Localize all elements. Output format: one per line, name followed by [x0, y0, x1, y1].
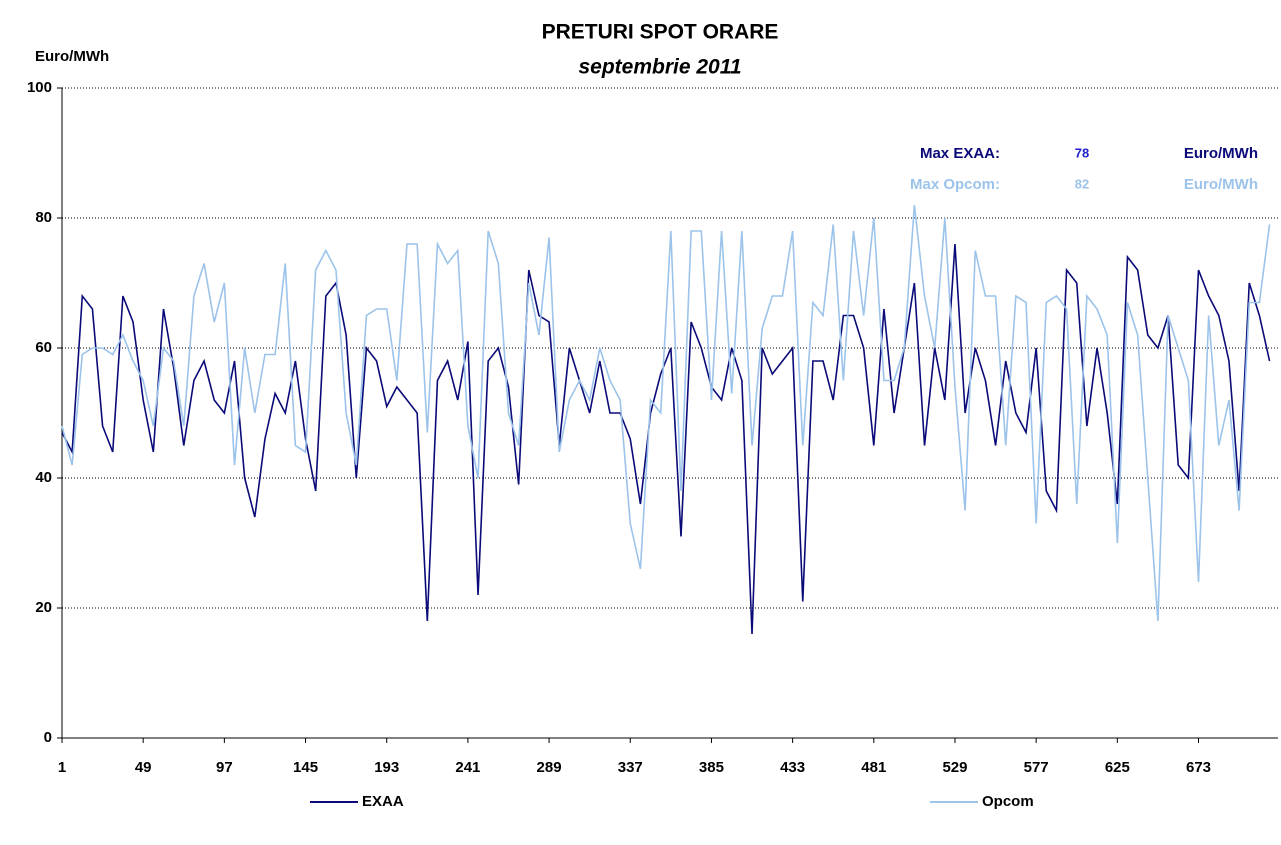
- y-tick-label: 80: [35, 209, 52, 226]
- x-tick-label: 385: [699, 759, 724, 776]
- y-tick-label: 40: [35, 469, 52, 486]
- x-tick-label: 577: [1024, 759, 1049, 776]
- y-tick-label: 60: [35, 339, 52, 356]
- series-line: [61, 243, 1271, 635]
- x-tick-label: 337: [618, 759, 643, 776]
- annotation-unit: Euro/MWh: [1184, 145, 1258, 162]
- annotation-label: Max Opcom:: [910, 176, 1000, 193]
- x-tick-label: 481: [861, 759, 886, 776]
- chart-subtitle: septembrie 2011: [578, 56, 741, 79]
- legend-label: EXAA: [362, 793, 404, 810]
- annotation-unit: Euro/MWh: [1184, 176, 1258, 193]
- x-tick-label: 529: [942, 759, 967, 776]
- series-line: [61, 204, 1271, 622]
- legend-label: Opcom: [982, 793, 1034, 810]
- x-tick-label: 145: [293, 759, 318, 776]
- annotation-value: 78: [1075, 145, 1089, 160]
- x-tick-label: 49: [135, 759, 152, 776]
- y-axis-label: Euro/MWh: [35, 48, 109, 65]
- y-tick-label: 100: [27, 79, 52, 96]
- x-tick-label: 193: [374, 759, 399, 776]
- x-tick-label: 241: [455, 759, 480, 776]
- x-tick-label: 289: [537, 759, 562, 776]
- annotation-value: 82: [1075, 176, 1089, 191]
- x-tick-label: 433: [780, 759, 805, 776]
- annotation-label: Max EXAA:: [920, 145, 1000, 162]
- chart-title: PRETURI SPOT ORARE: [542, 21, 779, 44]
- x-tick-label: 97: [216, 759, 233, 776]
- x-tick-label: 625: [1105, 759, 1130, 776]
- y-tick-label: 20: [35, 599, 52, 616]
- x-tick-label: 1: [58, 759, 66, 776]
- x-tick-label: 673: [1186, 759, 1211, 776]
- y-tick-label: 0: [44, 729, 52, 746]
